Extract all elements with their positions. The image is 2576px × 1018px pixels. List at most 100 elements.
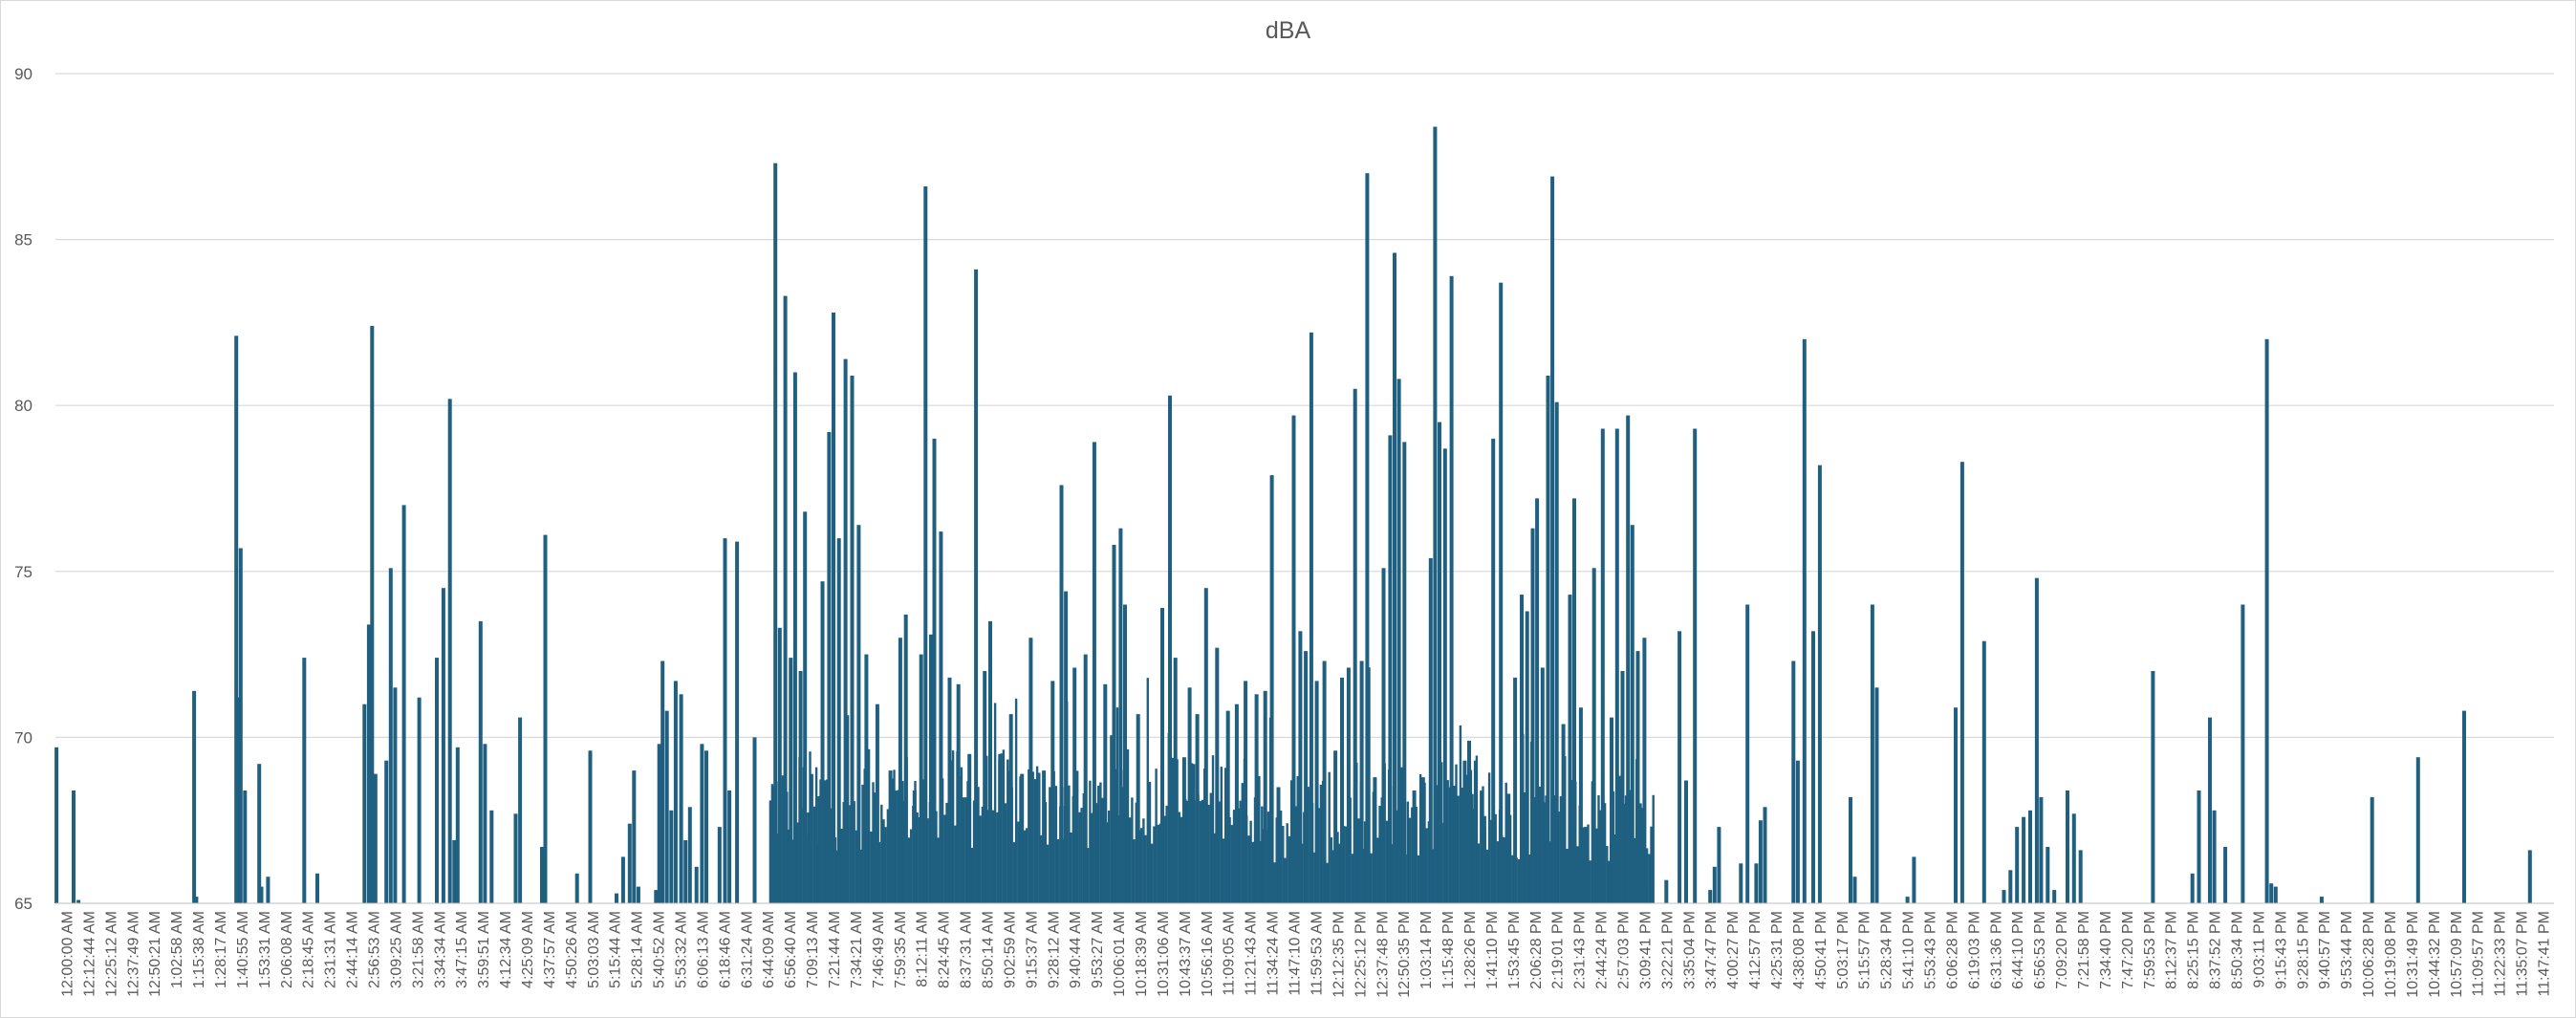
x-tick-label: 4:25:09 AM <box>520 911 536 988</box>
bar <box>1912 856 1916 903</box>
bar <box>1168 395 1172 903</box>
bar <box>895 791 898 903</box>
bar <box>664 710 669 903</box>
bar <box>1477 843 1481 903</box>
bar <box>1406 801 1410 903</box>
x-tick-label: 1:15:48 PM <box>1440 911 1457 989</box>
x-tick-label: 4:12:34 AM <box>498 911 514 988</box>
bar <box>803 511 808 903</box>
bar <box>1123 604 1127 903</box>
bar <box>1072 667 1077 903</box>
bar <box>1340 677 1344 903</box>
bar <box>1291 415 1296 903</box>
bar <box>1418 774 1422 903</box>
bar <box>807 812 810 903</box>
bar <box>814 843 819 903</box>
bar <box>752 737 757 903</box>
x-tick-label: 11:35:07 PM <box>2515 911 2531 997</box>
bar <box>1064 591 1069 903</box>
x-tick-label: 10:06:01 AM <box>1112 911 1128 997</box>
bar <box>636 886 640 903</box>
bar <box>1118 528 1123 903</box>
bar <box>1042 770 1047 903</box>
x-tick-label: 7:46:49 AM <box>871 911 887 988</box>
bar <box>1222 838 1225 903</box>
x-tick-label: 6:06:28 PM <box>1944 911 1960 989</box>
bar <box>401 505 406 903</box>
bar <box>1652 794 1655 903</box>
bar <box>1635 651 1640 903</box>
bar <box>627 823 632 903</box>
x-tick-label: 8:24:45 AM <box>937 911 953 988</box>
x-tick-label: 2:19:01 PM <box>1550 911 1567 989</box>
bar <box>1279 811 1283 903</box>
bar <box>1578 707 1583 903</box>
bar <box>820 581 825 903</box>
x-tick-label: 3:34:34 AM <box>432 911 448 988</box>
x-tick-label: 8:50:34 PM <box>2230 911 2246 989</box>
bar <box>1852 877 1857 903</box>
bar <box>1178 812 1180 903</box>
x-tick-label: 12:50:35 PM <box>1396 911 1413 998</box>
bar <box>632 770 637 903</box>
bar <box>2002 890 2006 903</box>
x-tick-label: 1:40:55 AM <box>235 911 251 988</box>
bar <box>1480 791 1483 903</box>
bar <box>2197 791 2201 903</box>
bar <box>1129 817 1132 903</box>
bar <box>1035 766 1039 903</box>
bar <box>1353 388 1357 903</box>
bars <box>54 126 2532 904</box>
x-tick-label: 10:44:32 PM <box>2427 911 2443 998</box>
bar <box>366 624 371 903</box>
bar <box>1087 848 1090 903</box>
x-tick-label: 6:44:09 AM <box>761 911 777 988</box>
bar <box>1054 786 1058 903</box>
bar <box>1008 714 1013 903</box>
bar <box>1378 806 1381 903</box>
bar <box>478 620 483 903</box>
bar <box>1108 811 1111 903</box>
x-tick-label: 12:12:35 PM <box>1331 911 1347 998</box>
bar <box>447 399 452 903</box>
bar <box>1487 772 1491 903</box>
x-tick-label: 11:47:10 AM <box>1288 911 1304 996</box>
bar <box>2462 710 2466 903</box>
bar <box>1146 678 1149 903</box>
bar <box>1603 803 1607 903</box>
x-tick-label: 6:31:24 AM <box>739 911 755 988</box>
bar <box>393 687 398 903</box>
bar <box>1462 760 1467 903</box>
bar <box>1330 837 1333 903</box>
x-tick-label: 6:56:40 AM <box>783 911 799 988</box>
bar <box>1849 796 1852 903</box>
bar <box>1180 816 1183 903</box>
bar <box>1266 812 1270 903</box>
bar <box>1712 866 1717 903</box>
bar <box>1525 611 1529 903</box>
bar <box>1550 176 1555 904</box>
chart-title: dBA <box>1265 17 1311 44</box>
bar <box>1298 631 1303 903</box>
bar <box>1023 830 1027 903</box>
bar <box>1583 827 1588 903</box>
bar <box>1610 717 1613 903</box>
bar <box>1078 812 1081 903</box>
bar <box>901 781 904 903</box>
bar <box>1207 805 1210 903</box>
bar <box>886 809 890 903</box>
x-tick-label: 5:15:57 PM <box>1857 911 1873 989</box>
bar <box>1513 677 1518 903</box>
bar <box>1678 631 1682 903</box>
y-tick-label: 85 <box>14 231 32 249</box>
bar <box>2028 810 2032 903</box>
bar <box>1420 777 1425 903</box>
bar <box>2527 850 2532 903</box>
bar <box>1163 815 1166 903</box>
bar <box>907 837 911 903</box>
bar <box>1103 683 1108 903</box>
bar <box>1276 787 1281 903</box>
bar <box>1326 862 1329 903</box>
x-tick-label: 10:57:09 PM <box>2449 911 2465 998</box>
x-tick-label: 11:47:41 PM <box>2537 911 2553 997</box>
